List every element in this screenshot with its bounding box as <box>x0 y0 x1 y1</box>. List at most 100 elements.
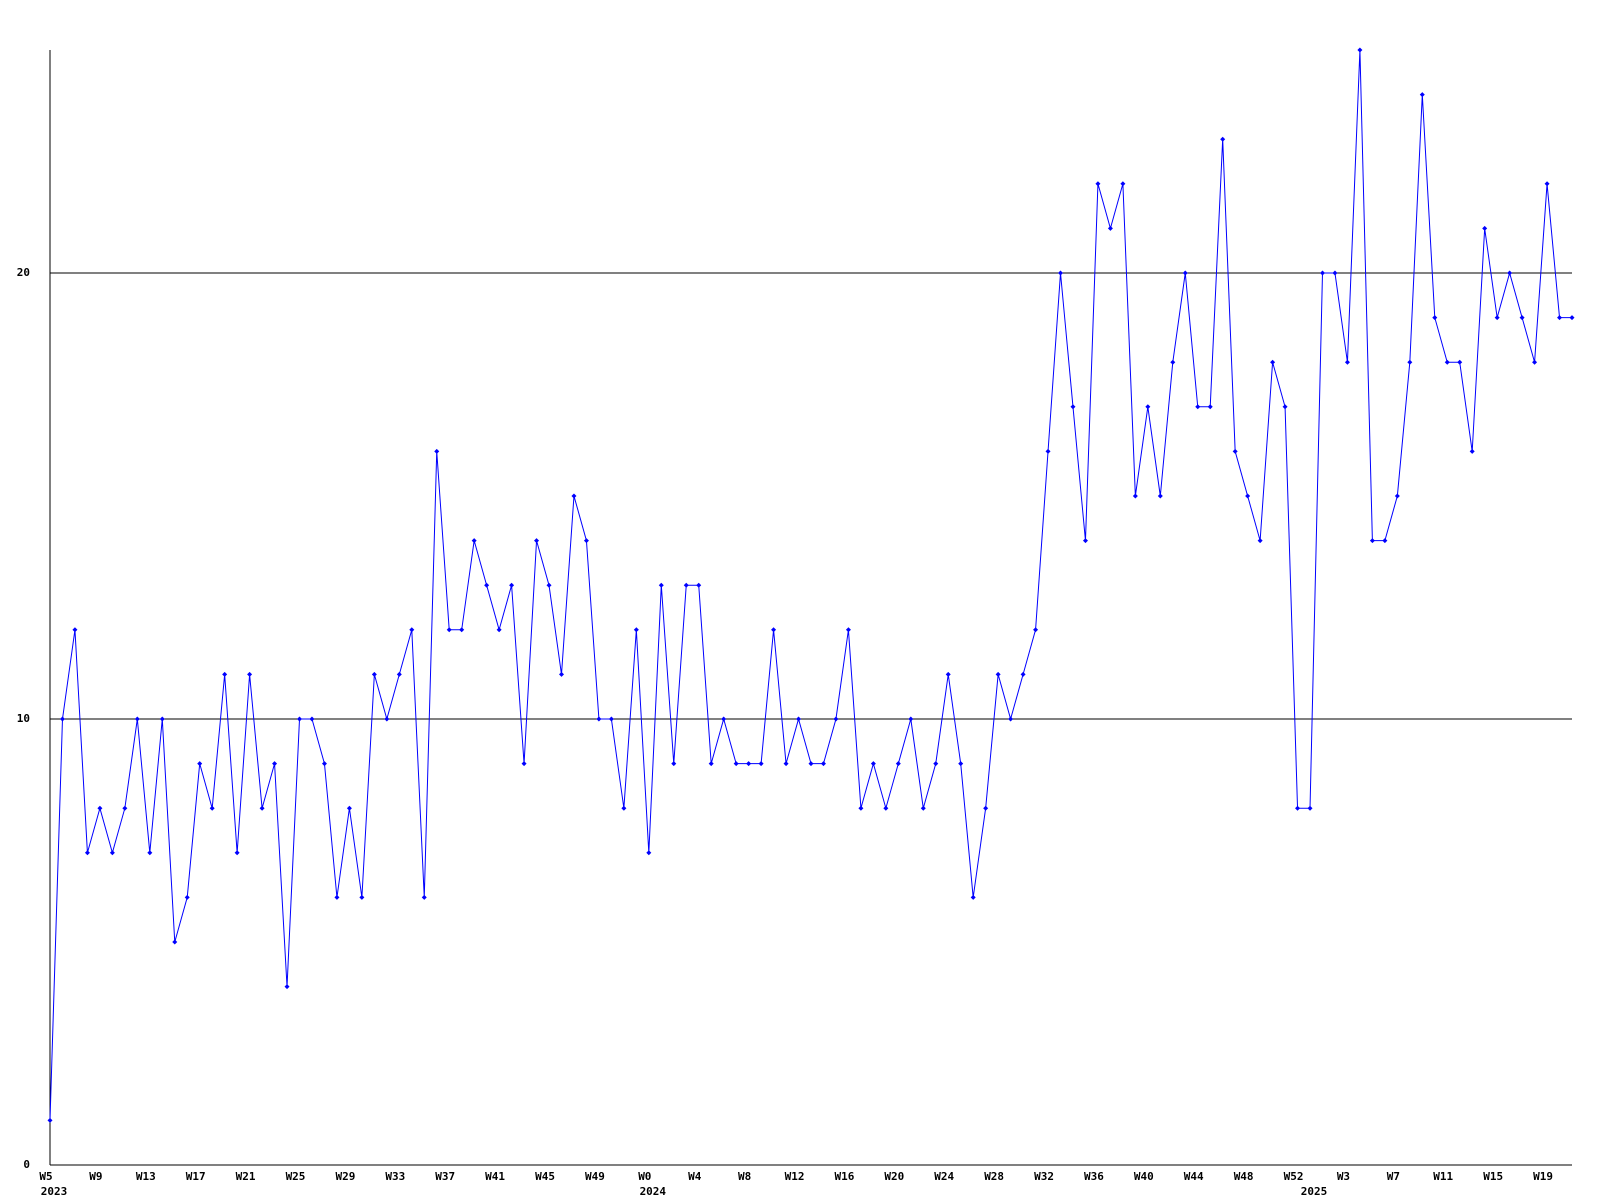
data-point <box>59 716 65 722</box>
data-point <box>1295 805 1301 811</box>
data-point <box>820 761 826 767</box>
x-tick-label: W48 <box>1234 1170 1254 1183</box>
data-point <box>796 716 802 722</box>
data-point <box>1170 359 1176 365</box>
x-tick-label: W12 <box>785 1170 805 1183</box>
data-point <box>808 761 814 767</box>
data-point <box>1020 671 1026 677</box>
data-point <box>1157 493 1163 499</box>
data-point <box>721 716 727 722</box>
x-tick-label: W20 <box>884 1170 904 1183</box>
x-tick-label: W16 <box>834 1170 854 1183</box>
y-tick-label: 10 <box>17 712 30 725</box>
data-point <box>1070 404 1076 410</box>
x-tick-label: W13 <box>136 1170 156 1183</box>
data-point <box>1008 716 1014 722</box>
data-point <box>122 805 128 811</box>
data-point <box>1532 359 1538 365</box>
data-point <box>870 761 876 767</box>
x-tick-label: W3 <box>1337 1170 1350 1183</box>
data-point <box>883 805 889 811</box>
data-point <box>534 538 540 544</box>
data-point <box>421 894 427 900</box>
series-line <box>49 49 1572 1121</box>
data-point <box>396 671 402 677</box>
y-tick-label: 0 <box>23 1158 30 1171</box>
x-tick-label: W28 <box>984 1170 1004 1183</box>
data-point <box>1058 270 1064 276</box>
data-point <box>1557 315 1563 321</box>
x-tick-label: W33 <box>385 1170 405 1183</box>
data-point <box>908 716 914 722</box>
data-point <box>1082 538 1088 544</box>
x-tick-label: W19 <box>1533 1170 1553 1183</box>
x-tick-label: W37 <box>435 1170 455 1183</box>
x-tick-label: W45 <box>535 1170 555 1183</box>
data-point <box>222 671 228 677</box>
data-point <box>1357 47 1363 53</box>
data-point <box>484 582 490 588</box>
data-point <box>933 761 939 767</box>
data-point <box>683 582 689 588</box>
x-tick-label: W7 <box>1387 1170 1400 1183</box>
data-point <box>1257 538 1263 544</box>
x-tick-label: W41 <box>485 1170 505 1183</box>
data-point <box>459 627 465 633</box>
data-point <box>696 582 702 588</box>
data-point <box>970 894 976 900</box>
x-tick-label: W4 <box>688 1170 702 1183</box>
data-point <box>509 582 515 588</box>
data-point <box>833 716 839 722</box>
data-point <box>1220 136 1226 142</box>
data-point <box>1494 315 1500 321</box>
x-tick-label: W36 <box>1084 1170 1104 1183</box>
data-point <box>1432 315 1438 321</box>
x-tick-label: W9 <box>89 1170 102 1183</box>
data-point <box>1444 359 1450 365</box>
data-point <box>1457 359 1463 365</box>
data-point <box>1344 359 1350 365</box>
data-point <box>1132 493 1138 499</box>
data-point <box>197 761 203 767</box>
data-point <box>334 894 340 900</box>
data-point <box>1507 270 1513 276</box>
data-point <box>746 761 752 767</box>
y-tick-label: 20 <box>17 266 30 279</box>
data-point <box>983 805 989 811</box>
data-point <box>1195 404 1201 410</box>
data-point <box>521 761 527 767</box>
data-point <box>297 716 303 722</box>
data-point <box>284 984 290 990</box>
data-point <box>371 671 377 677</box>
data-point <box>1519 315 1525 321</box>
data-point <box>446 627 452 633</box>
data-point <box>1544 181 1550 187</box>
data-point <box>346 805 352 811</box>
x-tick-label: W29 <box>335 1170 355 1183</box>
data-point <box>1282 404 1288 410</box>
data-point <box>571 493 577 499</box>
data-point <box>359 894 365 900</box>
data-point <box>97 805 103 811</box>
data-point <box>646 850 652 856</box>
data-point <box>708 761 714 767</box>
data-point <box>958 761 964 767</box>
year-label: 2023 <box>41 1185 68 1198</box>
data-point <box>1107 225 1113 231</box>
data-point <box>1182 270 1188 276</box>
data-point <box>583 538 589 544</box>
data-point <box>209 805 215 811</box>
data-point <box>1207 404 1213 410</box>
data-point <box>1095 181 1101 187</box>
data-point <box>771 627 777 633</box>
data-point <box>758 761 764 767</box>
data-point <box>621 805 627 811</box>
data-point <box>1332 270 1338 276</box>
x-tick-label: W44 <box>1184 1170 1204 1183</box>
data-point <box>671 761 677 767</box>
data-point <box>496 627 502 633</box>
data-point <box>159 716 165 722</box>
data-point <box>596 716 602 722</box>
data-point <box>384 716 390 722</box>
data-point <box>84 850 90 856</box>
